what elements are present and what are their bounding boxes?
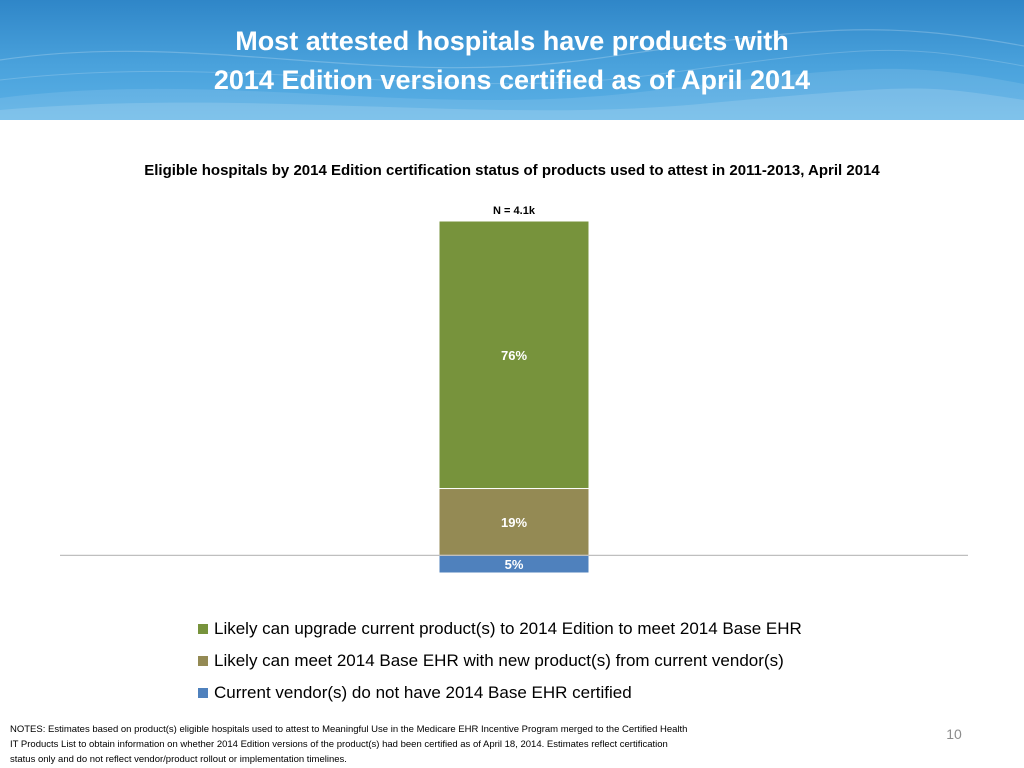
- legend-item-3: Current vendor(s) do not have 2014 Base …: [198, 677, 802, 709]
- data-label-1: 5%: [505, 557, 524, 572]
- chart-legend: Likely can upgrade current product(s) to…: [198, 613, 802, 709]
- legend-swatch-3: [198, 688, 208, 698]
- legend-label-1: Likely can upgrade current product(s) to…: [214, 619, 802, 638]
- legend-item-2: Likely can meet 2014 Base EHR with new p…: [198, 645, 802, 677]
- slide-header: Most attested hospitals have products wi…: [0, 0, 1024, 120]
- header-wave-decoration: [0, 29, 1024, 120]
- chart-title: Eligible hospitals by 2014 Edition certi…: [144, 162, 880, 179]
- legend-label-3: Current vendor(s) do not have 2014 Base …: [214, 683, 632, 702]
- bar-segment-3: [438, 220, 590, 490]
- slide-notes: NOTES: Estimates based on product(s) eli…: [10, 724, 688, 765]
- legend-label-2: Likely can meet 2014 Base EHR with new p…: [214, 651, 784, 670]
- data-label-3: 76%: [501, 348, 527, 363]
- total-label: N = 4.1k: [493, 205, 536, 217]
- slide-title: Most attested hospitals have products wi…: [0, 22, 1024, 100]
- legend-swatch-2: [198, 656, 208, 666]
- slide-title-line-2: 2014 Edition versions certified as of Ap…: [213, 65, 811, 95]
- legend-swatch-1: [198, 624, 208, 634]
- page-number: 10: [946, 726, 962, 742]
- data-label-2: 19%: [501, 515, 527, 530]
- stacked-bar-chart: 5% 19% 76% N = 4.1k: [60, 205, 968, 574]
- slide-title-line-1: Most attested hospitals have products wi…: [235, 26, 789, 56]
- legend-item-1: Likely can upgrade current product(s) to…: [198, 613, 802, 645]
- bar-segment-2: [438, 488, 590, 556]
